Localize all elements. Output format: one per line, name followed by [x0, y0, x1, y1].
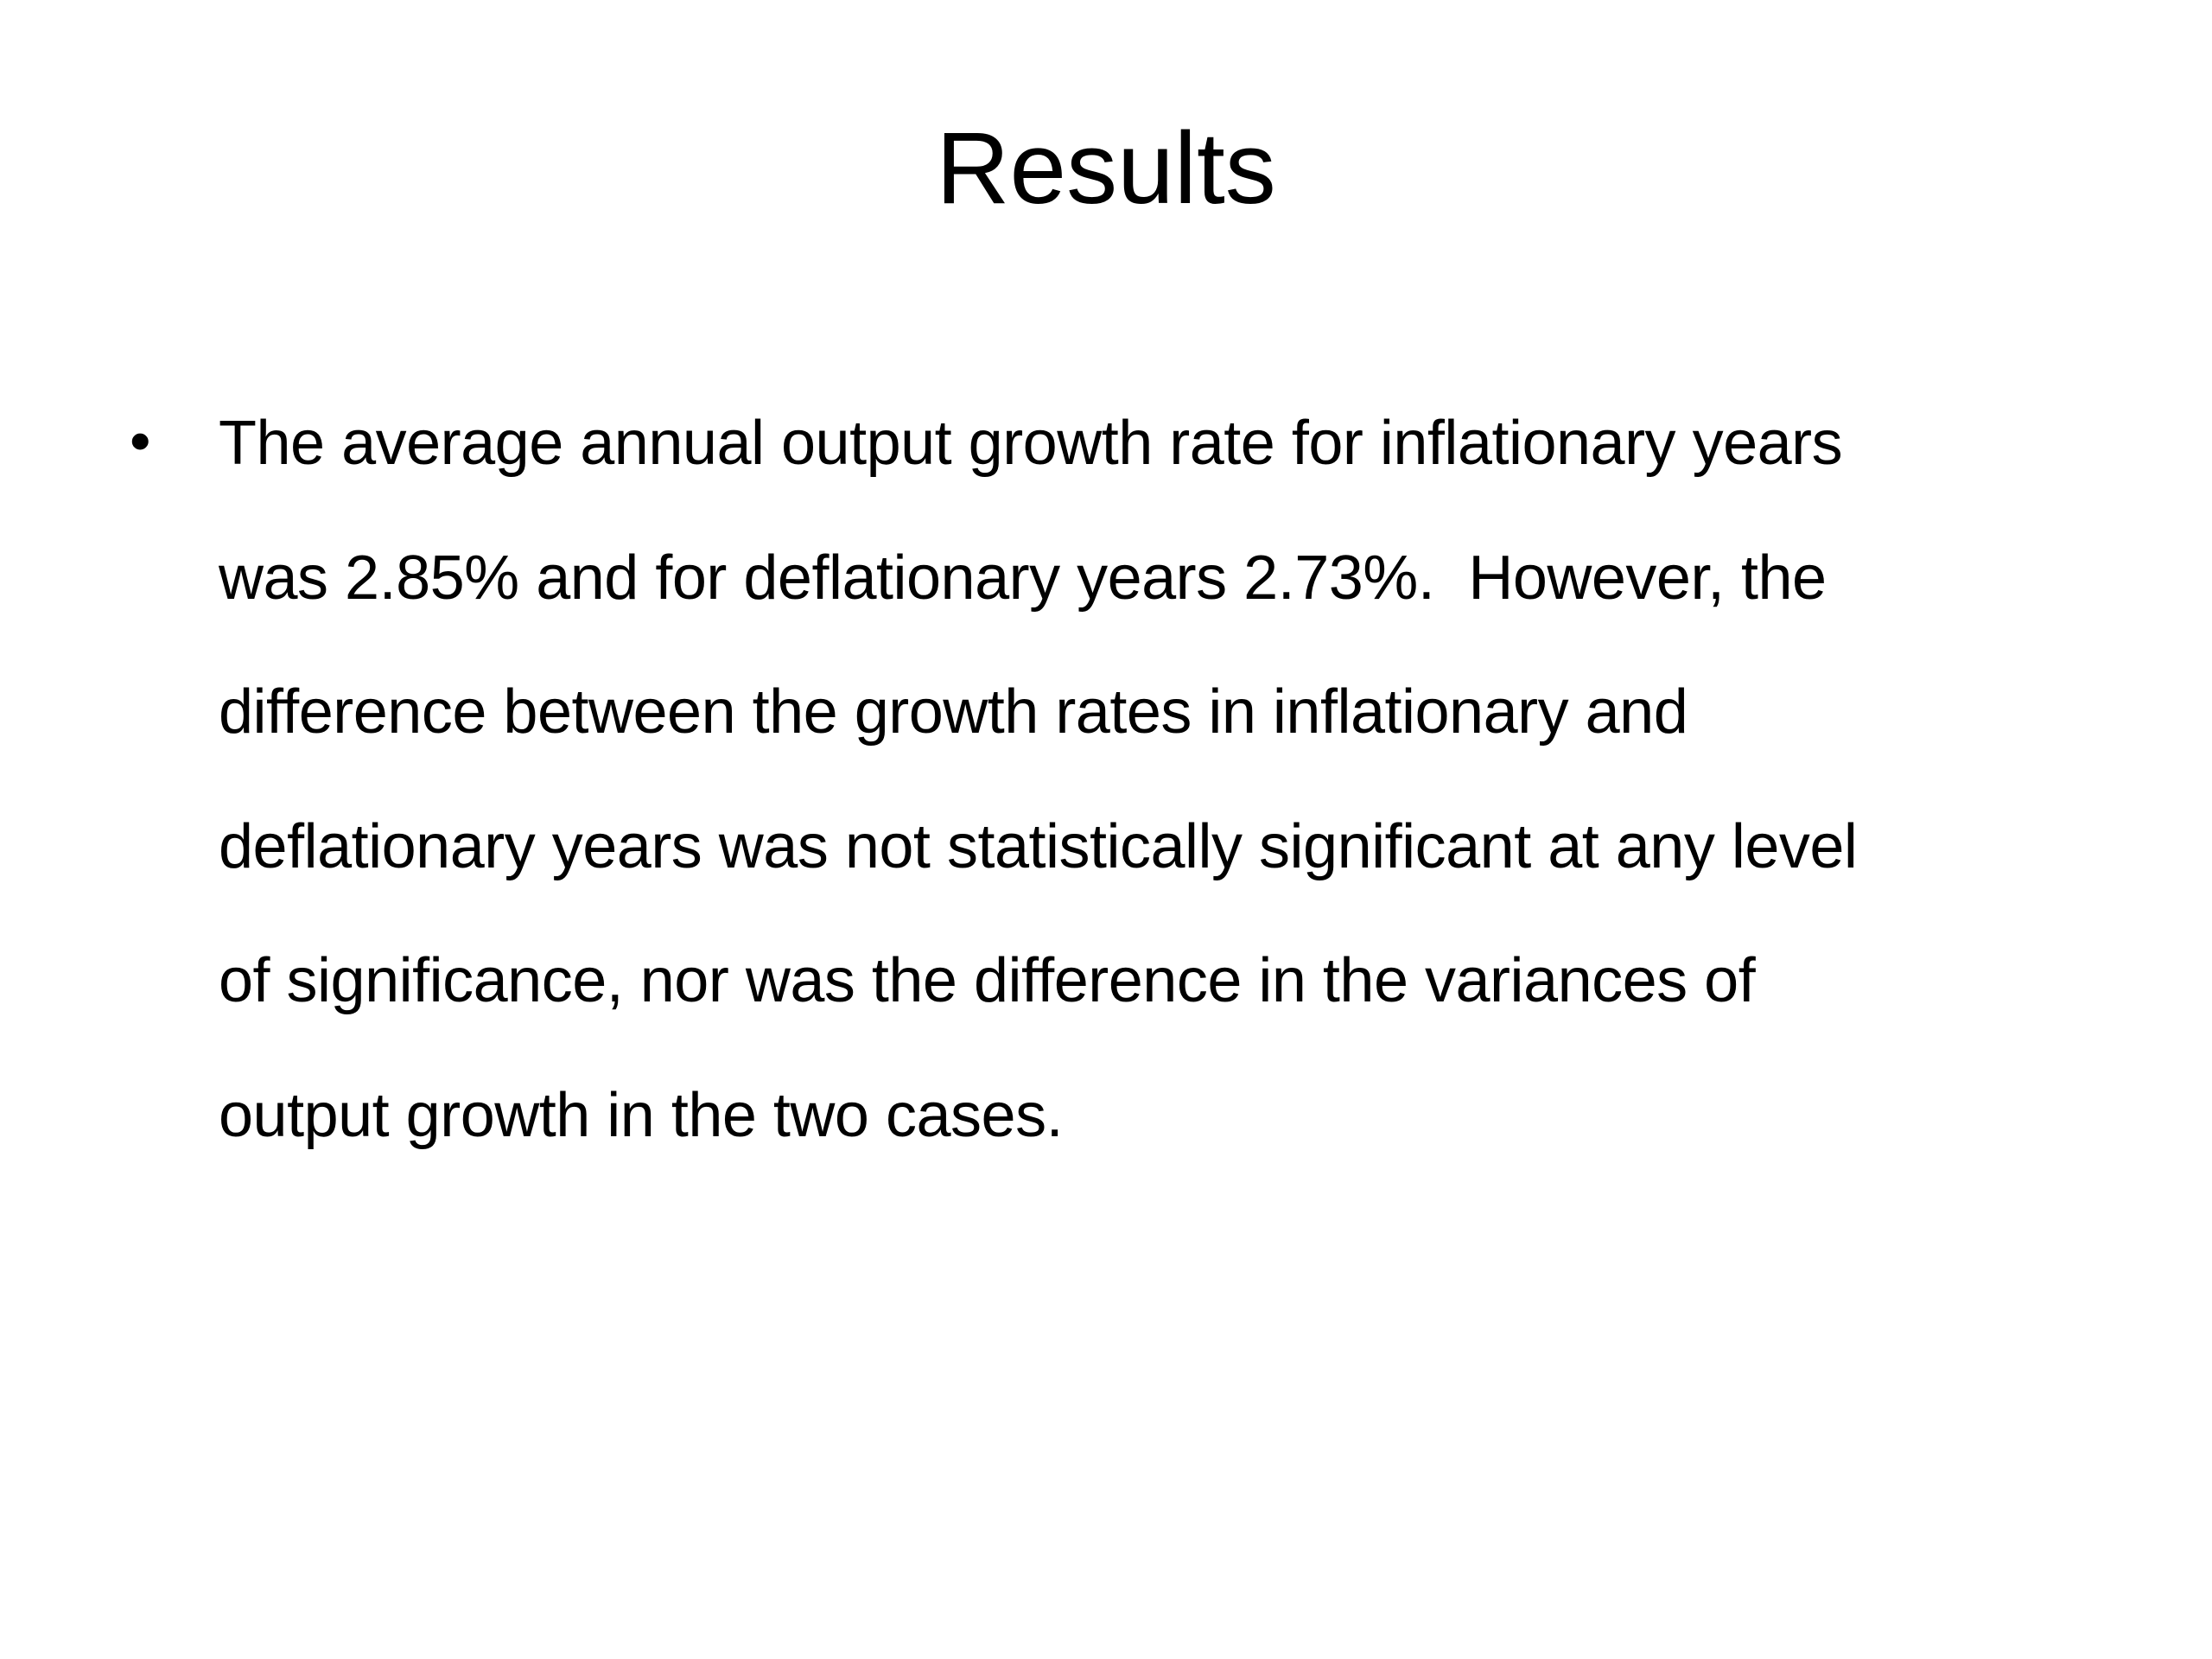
text-line: of significance, nor was the difference …	[219, 946, 1756, 1015]
text-line: The average annual output growth rate fo…	[219, 409, 1843, 478]
bullet-marker: •	[130, 407, 151, 474]
text-line: deflationary years was not statistically…	[219, 811, 1858, 881]
bullet-text: The average annual output growth rate fo…	[219, 404, 2197, 1211]
text-line: difference between the growth rates in i…	[219, 677, 1688, 747]
slide-title: Results	[936, 111, 1276, 226]
text-line: output growth in the two cases.	[219, 1080, 1064, 1150]
text-line: was 2.85% and for deflationary years 2.7…	[219, 543, 1827, 613]
